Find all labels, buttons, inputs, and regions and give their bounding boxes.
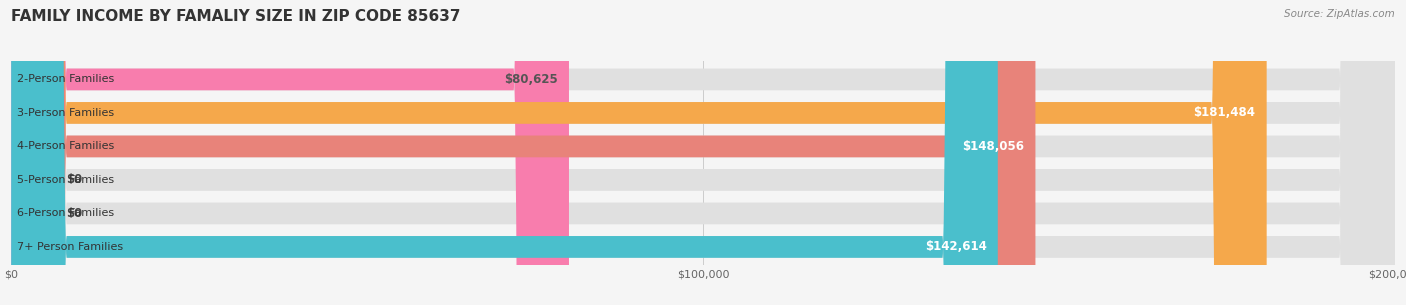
Text: 4-Person Families: 4-Person Families bbox=[17, 142, 114, 151]
FancyBboxPatch shape bbox=[11, 0, 59, 305]
FancyBboxPatch shape bbox=[11, 0, 59, 305]
FancyBboxPatch shape bbox=[11, 0, 998, 305]
Text: $0: $0 bbox=[66, 174, 83, 186]
FancyBboxPatch shape bbox=[11, 0, 1035, 305]
Text: $142,614: $142,614 bbox=[925, 240, 987, 253]
Text: $80,625: $80,625 bbox=[505, 73, 558, 86]
FancyBboxPatch shape bbox=[11, 0, 1395, 305]
Text: 6-Person Families: 6-Person Families bbox=[17, 208, 114, 218]
FancyBboxPatch shape bbox=[11, 0, 1267, 305]
Text: 2-Person Families: 2-Person Families bbox=[17, 74, 114, 84]
Text: 3-Person Families: 3-Person Families bbox=[17, 108, 114, 118]
FancyBboxPatch shape bbox=[11, 0, 1395, 305]
FancyBboxPatch shape bbox=[11, 0, 569, 305]
FancyBboxPatch shape bbox=[11, 0, 1395, 305]
FancyBboxPatch shape bbox=[11, 0, 1395, 305]
FancyBboxPatch shape bbox=[11, 0, 1395, 305]
Text: $181,484: $181,484 bbox=[1194, 106, 1256, 120]
Text: FAMILY INCOME BY FAMALIY SIZE IN ZIP CODE 85637: FAMILY INCOME BY FAMALIY SIZE IN ZIP COD… bbox=[11, 9, 461, 24]
Text: $0: $0 bbox=[66, 207, 83, 220]
Text: 5-Person Families: 5-Person Families bbox=[17, 175, 114, 185]
Text: Source: ZipAtlas.com: Source: ZipAtlas.com bbox=[1284, 9, 1395, 19]
Text: 7+ Person Families: 7+ Person Families bbox=[17, 242, 122, 252]
FancyBboxPatch shape bbox=[11, 0, 1395, 305]
Text: $148,056: $148,056 bbox=[962, 140, 1025, 153]
